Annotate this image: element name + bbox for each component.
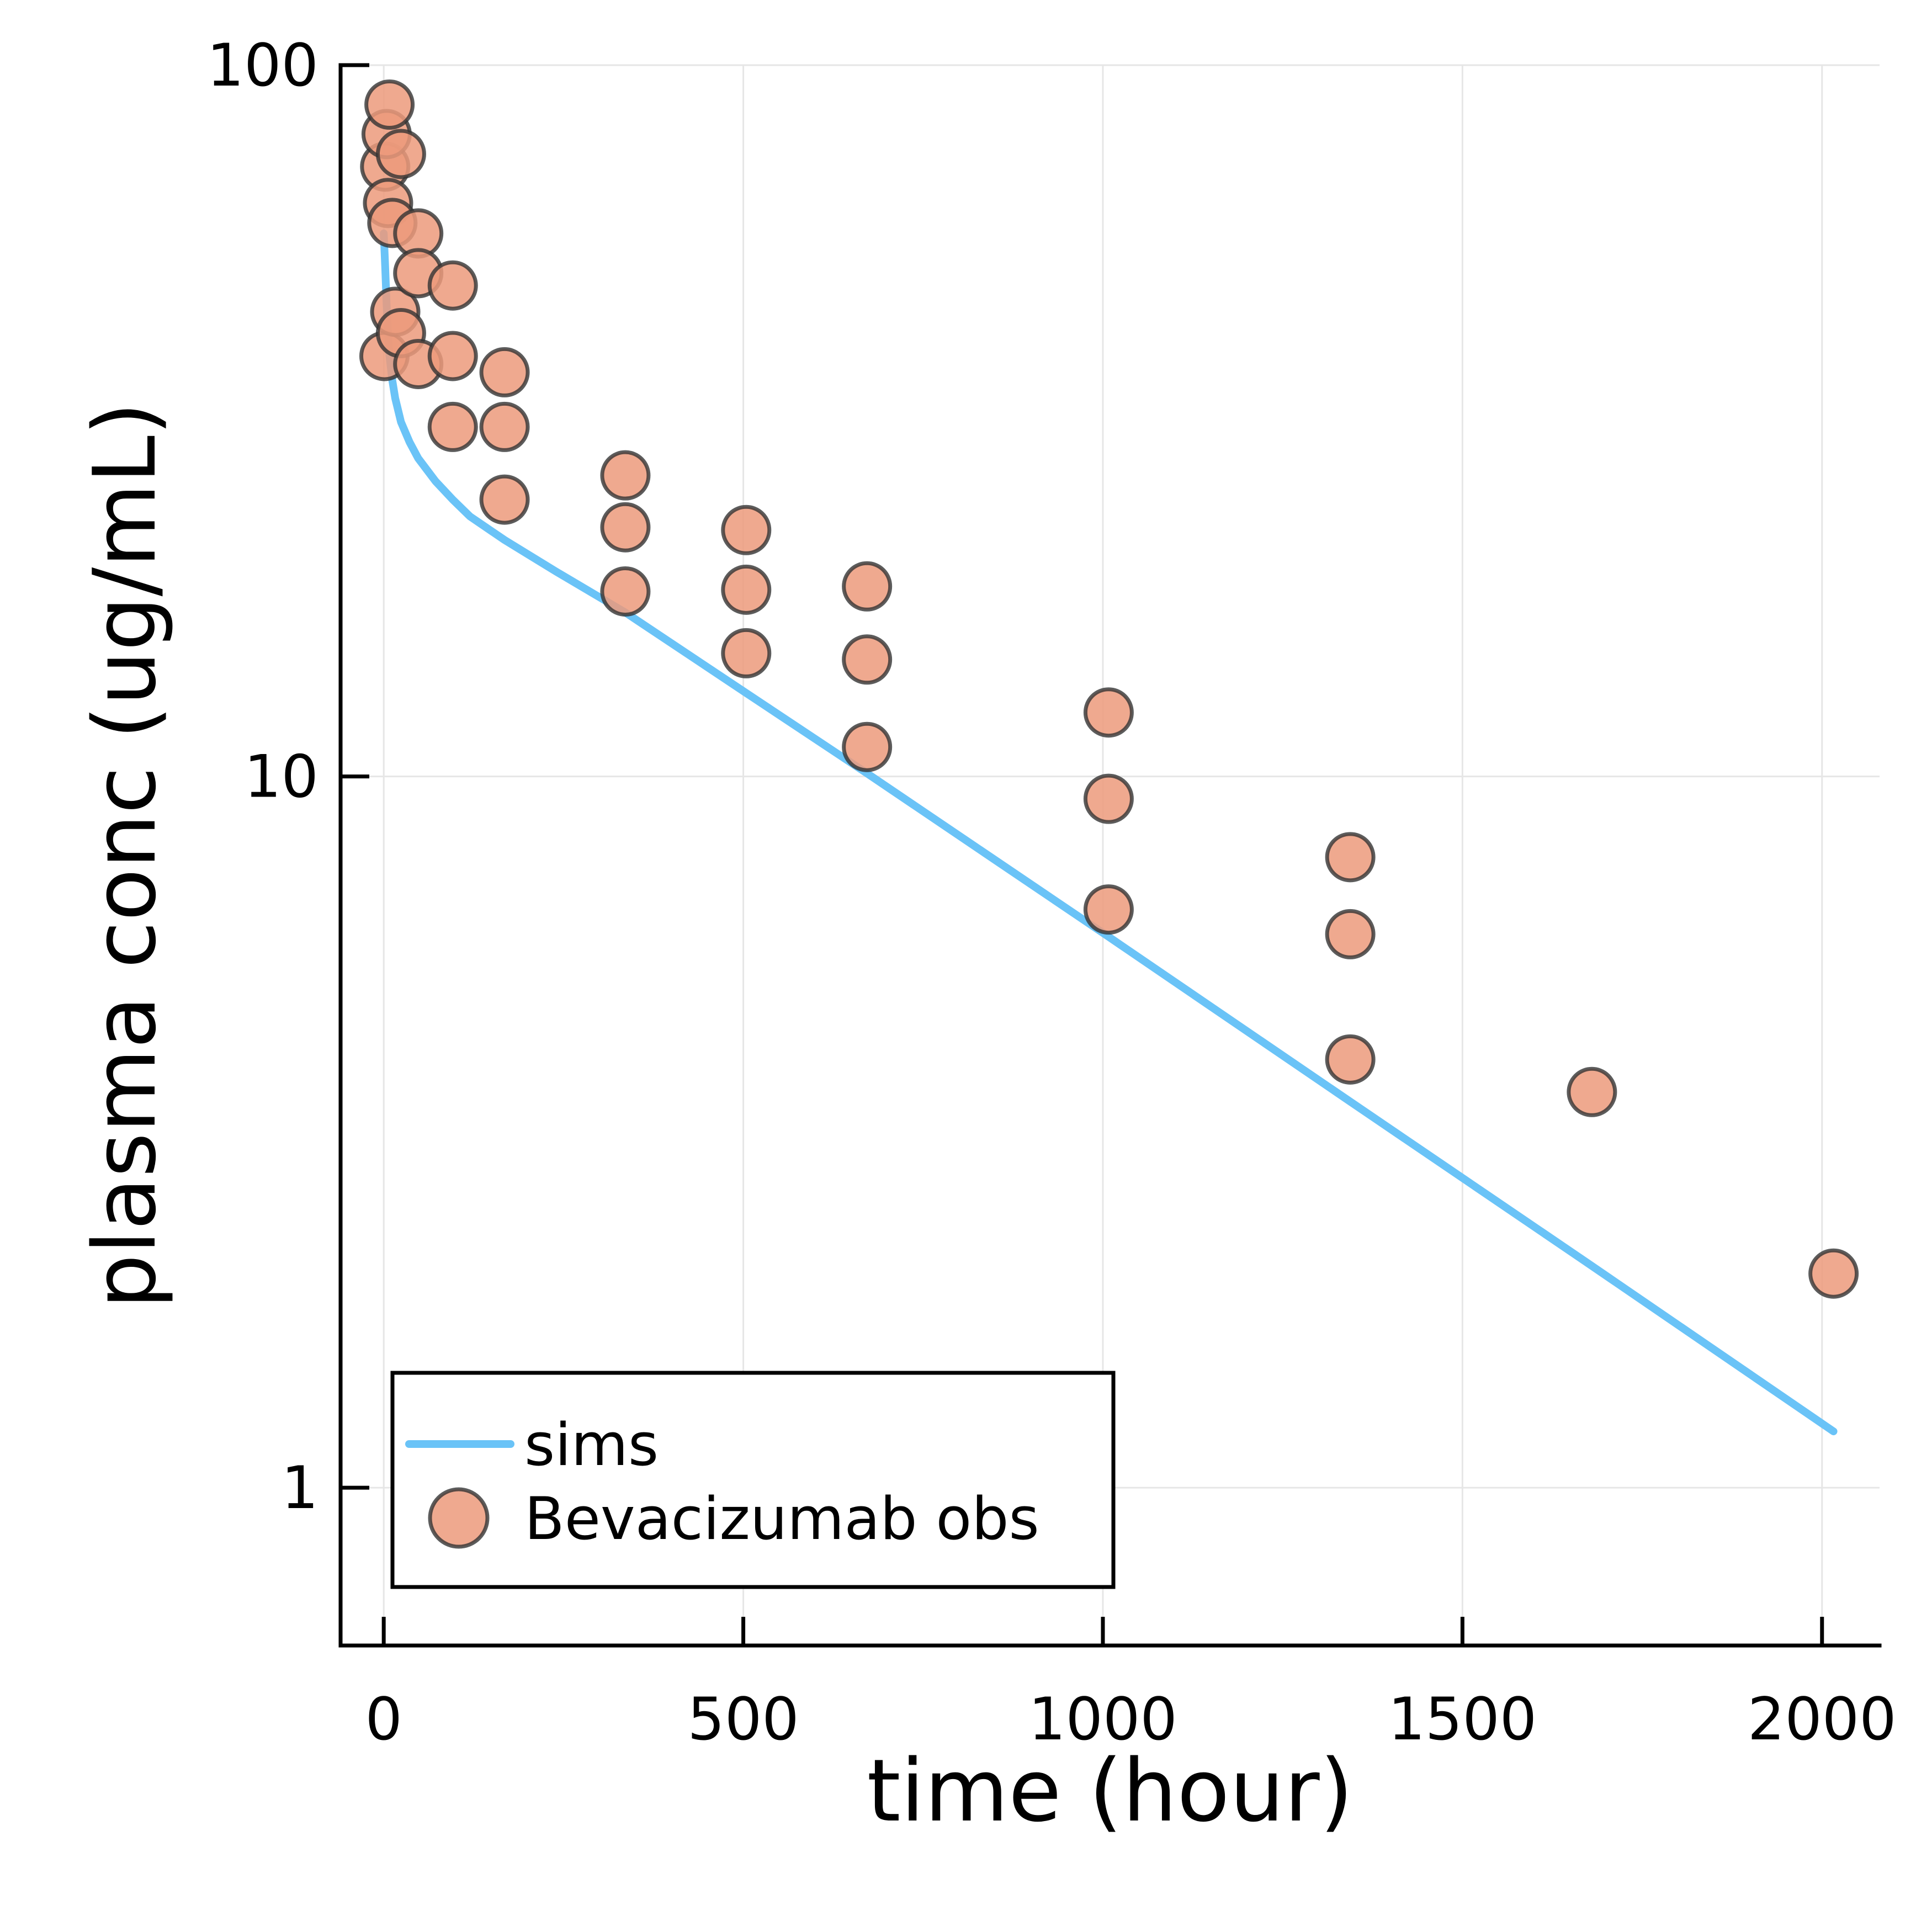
y-axis-label: plasma conc (ug/mL) xyxy=(75,402,175,1309)
obs-point xyxy=(1083,884,1134,935)
obs-point xyxy=(427,401,478,452)
obs-point xyxy=(427,260,478,311)
obs-point xyxy=(375,129,426,179)
obs-point xyxy=(600,450,651,501)
obs-point xyxy=(600,566,651,617)
obs-point xyxy=(479,347,530,397)
legend-obs-label: Bevacizumab obs xyxy=(524,1485,1039,1553)
obs-point xyxy=(842,721,893,772)
x-tick-label: 0 xyxy=(365,1685,402,1753)
obs-point xyxy=(1808,1248,1859,1299)
obs-point xyxy=(842,561,893,612)
axes xyxy=(338,63,1882,1648)
obs-point xyxy=(427,331,478,381)
obs-point xyxy=(600,502,651,553)
x-tick-label: 1000 xyxy=(1028,1685,1177,1753)
legend-obs-swatch xyxy=(428,1487,490,1549)
series-layer xyxy=(359,79,1859,1436)
legend: sims Bevacizumab obs xyxy=(390,1371,1116,1589)
legend-sims-label: sims xyxy=(524,1411,659,1479)
obs-point xyxy=(1567,1066,1617,1117)
x-tick-label: 500 xyxy=(687,1685,799,1753)
obs-point xyxy=(721,628,772,678)
obs-point xyxy=(1325,909,1376,959)
obs-point xyxy=(479,474,530,525)
y-tick-label: 10 xyxy=(244,743,319,811)
x-axis-label: time (hour) xyxy=(867,1740,1353,1841)
legend-box xyxy=(390,1371,1116,1589)
obs-point xyxy=(721,505,772,555)
obs-point xyxy=(1083,773,1134,824)
x-tick-label: 1500 xyxy=(1388,1685,1537,1753)
y-tick-label: 100 xyxy=(207,31,319,99)
obs-point xyxy=(1083,687,1134,738)
obs-point xyxy=(721,564,772,615)
y-tick-label: 1 xyxy=(282,1454,319,1522)
obs-point xyxy=(1325,1034,1376,1085)
obs-point xyxy=(364,79,415,130)
obs-point xyxy=(1325,832,1376,883)
x-tick-label: 2000 xyxy=(1748,1685,1897,1753)
tick-labels: 0 500 1000 1500 2000 1 10 100 xyxy=(207,31,1897,1753)
obs-point xyxy=(842,634,893,685)
obs-point xyxy=(479,401,530,452)
